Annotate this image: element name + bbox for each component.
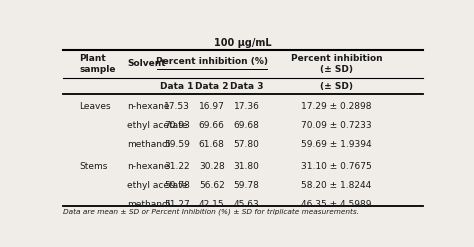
Text: Data 1: Data 1: [160, 82, 193, 91]
Text: 58.20 ± 1.8244: 58.20 ± 1.8244: [301, 181, 372, 190]
Text: 59.69 ± 1.9394: 59.69 ± 1.9394: [301, 140, 372, 149]
Text: 69.66: 69.66: [199, 121, 225, 130]
Text: 16.97: 16.97: [199, 102, 225, 111]
Text: 45.63: 45.63: [234, 200, 259, 208]
Text: (± SD): (± SD): [320, 82, 353, 91]
Text: 42.15: 42.15: [199, 200, 225, 208]
Text: Data 3: Data 3: [230, 82, 264, 91]
Text: 61.68: 61.68: [199, 140, 225, 149]
Text: 57.80: 57.80: [234, 140, 260, 149]
Text: 59.59: 59.59: [164, 140, 190, 149]
Text: ethyl acetate: ethyl acetate: [127, 121, 188, 130]
Text: 46.35 ± 4.5989: 46.35 ± 4.5989: [301, 200, 372, 208]
Text: 100 μg/mL: 100 μg/mL: [214, 38, 272, 48]
Text: Data 2: Data 2: [195, 82, 228, 91]
Text: methanol: methanol: [127, 200, 170, 208]
Text: ethyl acetate: ethyl acetate: [127, 181, 188, 190]
Text: 70.09 ± 0.7233: 70.09 ± 0.7233: [301, 121, 372, 130]
Text: 31.22: 31.22: [164, 162, 190, 171]
Text: 17.29 ± 0.2898: 17.29 ± 0.2898: [301, 102, 372, 111]
Text: 70.93: 70.93: [164, 121, 190, 130]
Text: Percent inhibition
(± SD): Percent inhibition (± SD): [291, 54, 383, 74]
Text: Percent inhibition (%): Percent inhibition (%): [155, 58, 268, 66]
Text: 31.80: 31.80: [234, 162, 260, 171]
Text: 69.68: 69.68: [234, 121, 260, 130]
Text: Data are mean ± SD or Percent Inhibition (%) ± SD for triplicate measurements.: Data are mean ± SD or Percent Inhibition…: [63, 208, 359, 214]
Text: 59.78: 59.78: [234, 181, 260, 190]
Text: 30.28: 30.28: [199, 162, 225, 171]
Text: Plant
sample: Plant sample: [80, 54, 116, 74]
Text: Stems: Stems: [80, 162, 108, 171]
Text: 31.10 ± 0.7675: 31.10 ± 0.7675: [301, 162, 372, 171]
Text: 59.78: 59.78: [164, 181, 190, 190]
Text: 17.36: 17.36: [234, 102, 260, 111]
Text: 17.53: 17.53: [164, 102, 190, 111]
Text: 51.27: 51.27: [164, 200, 190, 208]
Text: n-hexane: n-hexane: [127, 102, 170, 111]
Text: methanol: methanol: [127, 140, 170, 149]
Text: Leaves: Leaves: [80, 102, 111, 111]
Text: Solvent: Solvent: [127, 59, 166, 68]
Text: 56.62: 56.62: [199, 181, 225, 190]
Text: n-hexane: n-hexane: [127, 162, 170, 171]
